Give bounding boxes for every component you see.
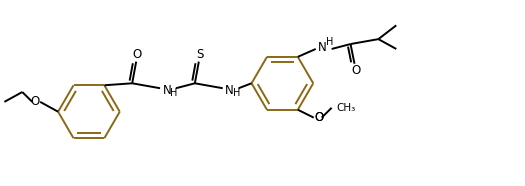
Text: O: O [314, 111, 323, 124]
Text: O: O [132, 48, 142, 61]
Text: S: S [196, 48, 204, 61]
Text: N: N [163, 84, 171, 97]
Text: O: O [30, 95, 40, 108]
Text: H: H [326, 37, 333, 47]
Text: N: N [225, 84, 234, 97]
Text: H: H [170, 88, 177, 98]
Text: H: H [233, 88, 240, 98]
Text: O: O [351, 64, 360, 77]
Text: N: N [318, 41, 327, 54]
Text: CH₃: CH₃ [337, 103, 356, 113]
Text: O: O [314, 111, 323, 124]
